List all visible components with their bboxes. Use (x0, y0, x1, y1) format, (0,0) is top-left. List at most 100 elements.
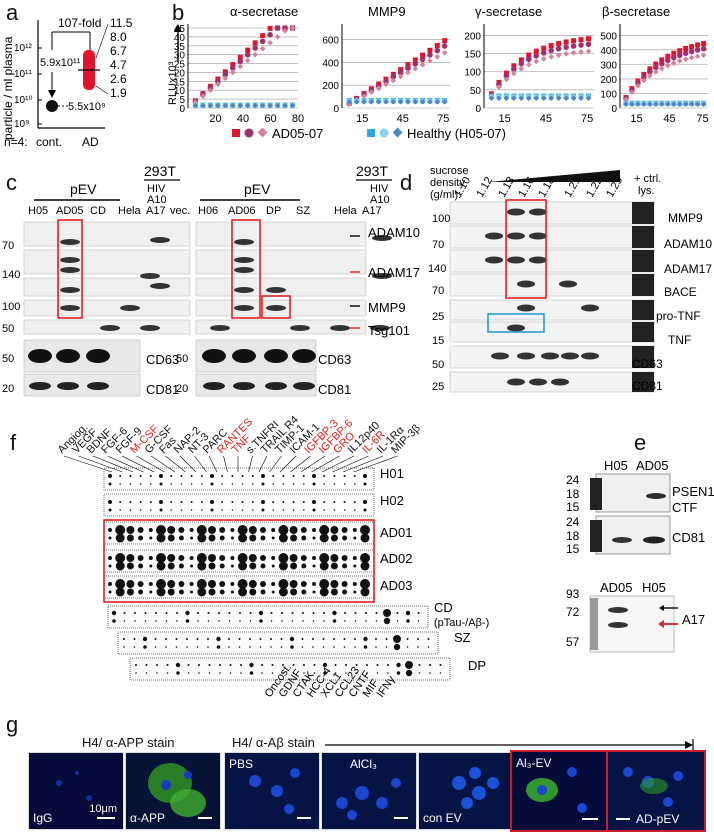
panel-f-dot (341, 581, 348, 587)
panel-f-dot (323, 501, 326, 503)
panel-f-dot (186, 646, 188, 648)
panel-b-point-ad (252, 51, 259, 58)
panel-f-dot (196, 638, 199, 640)
panel-f-dot (342, 535, 348, 541)
panel-f-dot (108, 500, 112, 504)
panel-f-dot (148, 582, 153, 586)
panel-f-dot (323, 475, 326, 477)
panel-f-dot (249, 534, 257, 542)
panel-f-dot (301, 535, 307, 541)
panel-b-point-ad (533, 48, 539, 54)
panel-f-dot (334, 672, 337, 674)
panel-f-dot (150, 509, 152, 511)
panel-f-dot (355, 664, 358, 666)
panel-f-dot (323, 483, 326, 485)
panel-f-dot (272, 475, 275, 477)
panel-f-dot (176, 612, 178, 614)
panel-b-point-ad (689, 44, 695, 50)
panel-f-dot (167, 526, 176, 534)
panel-f-dot (187, 672, 190, 674)
panel-f-dot (312, 582, 316, 586)
panel-f-dot (343, 646, 346, 648)
panel-f-dot (221, 501, 224, 503)
panel-f-dot (300, 527, 307, 533)
panel-f-dot (333, 646, 335, 648)
panel-f-dot (353, 536, 357, 540)
panel-f-dot (330, 554, 339, 562)
panel-f-dot (200, 475, 203, 477)
panel-b-ytick: 0 (333, 104, 339, 115)
panel-b-point-ad (694, 53, 701, 60)
panel-f-dot (129, 483, 132, 485)
panel-f-dot (119, 475, 122, 477)
panel-f-dot (165, 612, 168, 614)
panel-f-dot (241, 483, 244, 485)
panel-f-dot (237, 553, 248, 563)
panel-f-dot (197, 533, 207, 543)
panel-b-point-ad (259, 38, 266, 45)
panel-f-dot (231, 483, 234, 485)
panel-d-marker-adam10: ADAM10 (664, 237, 712, 251)
panel-b-point-ad (578, 37, 584, 43)
panel-c-band (370, 325, 390, 331)
panel-b-point-ad (230, 62, 236, 68)
panel-c-letter: c (6, 170, 17, 195)
panel-b-point-ad (578, 49, 584, 55)
panel-f-dot (185, 610, 190, 616)
panel-f-dot (190, 501, 193, 503)
panel-c-lane-dp: DP (266, 205, 281, 217)
panel-a-tick-10: 10¹⁰ (14, 95, 32, 106)
panel-e-psen-ladder (590, 478, 602, 510)
panel-f-dot (166, 664, 169, 666)
panel-b-point-ad (215, 78, 221, 85)
panel-g-label-igg: IgG (33, 811, 53, 825)
panel-b-ytick: 200 (322, 81, 339, 92)
panel-f-dot (241, 501, 244, 503)
panel-e-mw-24b: 24 (566, 515, 580, 529)
panel-f-dot (170, 501, 173, 503)
panel-b-point-healthy (518, 95, 525, 102)
panel-c-highlight-dp (261, 295, 291, 319)
panel-f-dot (230, 590, 234, 594)
panel-d-blots: sucrose density (g/ml): + ctrl. lys. 1.1… (428, 165, 712, 393)
panel-c-left-a10: A10 (147, 194, 167, 206)
panel-f-dot (248, 580, 257, 588)
panel-f-dot (115, 533, 125, 543)
panel-f-dot (210, 508, 214, 512)
panel-f-dot (249, 646, 251, 648)
panel-b-point-ad (383, 78, 389, 85)
panel-b-point-ad (526, 52, 532, 58)
panel-f-dot (312, 536, 316, 540)
panel-f-dot (230, 528, 235, 532)
panel-f-dot (292, 664, 295, 666)
panel-f-leader (208, 455, 218, 473)
panel-c-mw-140: 140 (2, 269, 20, 281)
panel-f-dot (360, 525, 370, 535)
panel-f-dot (354, 509, 356, 511)
panel-b-point-ad (229, 69, 236, 76)
panel-b-point-ad (518, 60, 525, 67)
panel-f-dot (180, 475, 183, 477)
panel-b-point-ad (503, 73, 510, 79)
panel-f-dot (210, 474, 214, 478)
panel-f-dot (108, 590, 112, 594)
panel-f-dot (123, 646, 125, 648)
panel-e-lane-h05b: H05 (642, 580, 666, 595)
panel-c-lane-ad05: AD05 (56, 205, 84, 217)
panel-f-dot (313, 672, 316, 674)
panel-b-point-ad (244, 51, 251, 58)
panel-d-band (517, 280, 535, 288)
panel-f-dot (200, 501, 203, 503)
panel-b-point-ad (282, 25, 288, 31)
panel-f-dot (353, 475, 356, 477)
panel-f-dot (175, 646, 178, 648)
panel-f-dot (154, 638, 157, 640)
panel-g-label-adpev: AD-pEV (636, 812, 680, 826)
panel-b-point-ad (237, 58, 244, 65)
panel-f-dot (330, 588, 338, 596)
panel-d-band (581, 304, 599, 312)
panel-b-point-healthy (368, 99, 375, 105)
panel-b-point-ad (496, 84, 502, 90)
panel-b-point-healthy (488, 95, 495, 102)
panel-g-tile-app: α-APP (125, 752, 221, 830)
